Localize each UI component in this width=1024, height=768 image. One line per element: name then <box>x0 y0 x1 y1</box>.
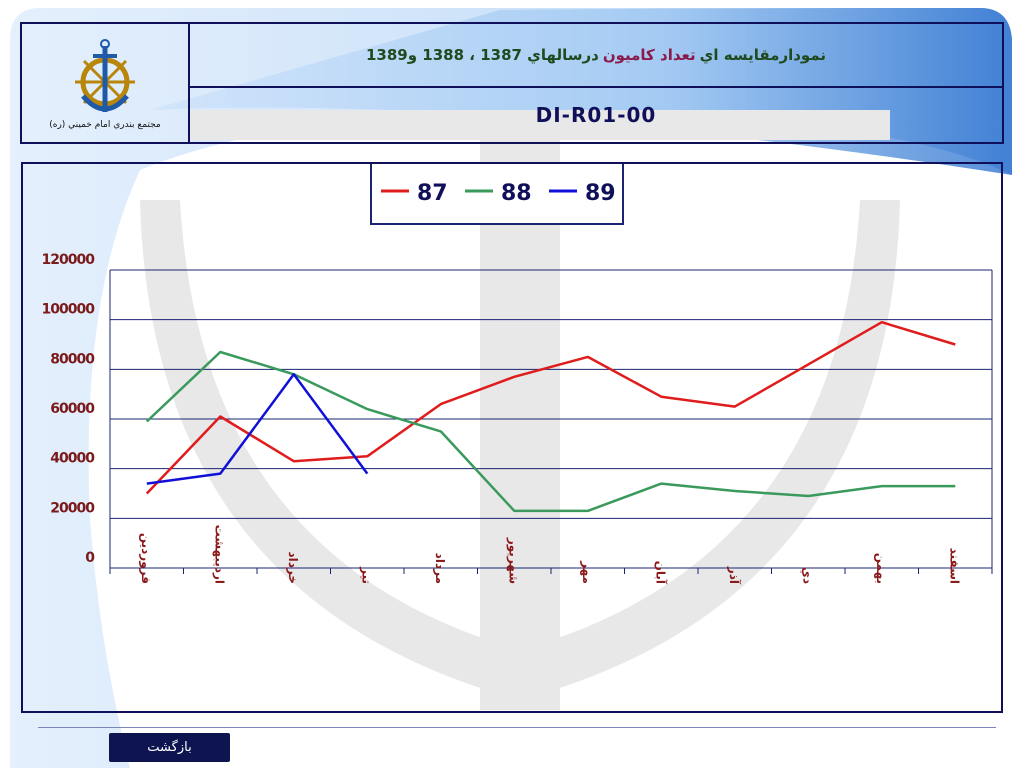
x-tick-label: تير <box>359 566 373 584</box>
logo-caption: مجتمع بندري امام خميني (ره) <box>49 120 161 130</box>
title-part: تعداد كاميون <box>602 46 696 64</box>
chart: 0 20000 40000 60000 80000 100000 120000 فروردين… <box>42 164 993 585</box>
back-button[interactable]: بازگشت <box>109 733 230 762</box>
series-line <box>145 350 956 513</box>
logo-cell: مجتمع بندري امام خميني (ره) <box>22 24 190 142</box>
y-tick-label: 120000 <box>42 252 96 268</box>
legend-label: 88 <box>501 181 532 206</box>
legend-box <box>370 164 624 225</box>
y-tick-label: 0 <box>85 550 95 566</box>
x-tick-label: مهر <box>580 560 594 584</box>
x-tick-label: بهمن <box>874 553 888 584</box>
x-tick-label: خرداد <box>286 551 300 584</box>
document-code: DI-R01-00 <box>535 103 657 127</box>
legend-label: 87 <box>417 181 448 206</box>
y-tick-label: 20000 <box>50 500 95 516</box>
x-tick-label: آبان <box>653 561 668 585</box>
y-tick-label: 40000 <box>50 451 95 467</box>
title-part: نمودارمقايسه اي <box>699 46 827 64</box>
x-tick-label: دي <box>800 567 814 584</box>
title: نمودارمقايسه اي تعداد كاميون درسالهاي 13… <box>190 24 1002 88</box>
y-tick-label: 80000 <box>50 351 95 367</box>
footer-line <box>38 727 996 728</box>
x-tick-label: شهريور <box>505 537 520 584</box>
y-tick-label: 60000 <box>50 401 95 417</box>
y-tick-label: 100000 <box>42 302 96 318</box>
header: مجتمع بندري امام خميني (ره) نمودارمقايسه… <box>20 22 1004 144</box>
series-line <box>146 373 369 485</box>
legend-label: 89 <box>585 181 616 206</box>
x-tick-label: ارديبهشت <box>212 525 226 584</box>
x-tick-label: اسفند <box>947 548 961 584</box>
series-line <box>145 320 956 495</box>
x-tick-label: مرداد <box>433 553 447 584</box>
title-part: درسالهاي 1387 ، 1388 و1389 <box>366 46 599 64</box>
logo <box>75 39 135 112</box>
x-tick-label: فروردين <box>138 533 153 584</box>
x-tick-label: آذر <box>727 566 742 585</box>
chart-frame: 0 20000 40000 60000 80000 100000 120000 فروردين… <box>21 162 1003 713</box>
